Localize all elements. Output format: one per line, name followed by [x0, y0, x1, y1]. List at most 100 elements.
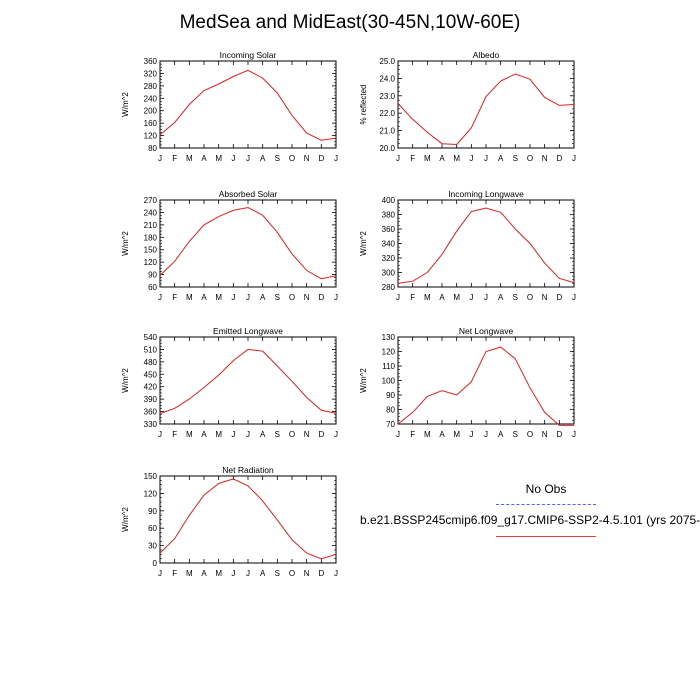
x-tick-label: J [469, 154, 473, 163]
x-tick-label: O [289, 569, 295, 578]
x-tick-label: M [186, 569, 193, 578]
x-tick-label: N [304, 293, 310, 302]
y-tick-label: 22.0 [379, 109, 395, 118]
y-tick-label: 360 [382, 225, 396, 234]
y-tick-label: 100 [382, 377, 396, 386]
x-tick-label: O [527, 154, 533, 163]
x-tick-label: F [410, 430, 415, 439]
y-tick-label: 390 [144, 395, 158, 404]
y-tick-label: 60 [148, 524, 157, 533]
x-tick-label: M [186, 293, 193, 302]
y-tick-label: 200 [144, 107, 158, 116]
page-title: MedSea and MidEast(30-45N,10W-60E) [179, 12, 521, 33]
y-axis-label: W/m^2 [359, 231, 368, 256]
y-tick-label: 240 [144, 94, 158, 103]
x-tick-label: D [318, 154, 324, 163]
x-tick-label: O [527, 293, 533, 302]
y-tick-label: 380 [382, 211, 396, 220]
y-tick-label: 25.0 [379, 57, 395, 66]
x-tick-label: A [201, 293, 207, 302]
panel-title: Emitted Longwave [213, 326, 283, 336]
y-tick-label: 240 [144, 208, 158, 217]
x-tick-label: A [498, 154, 504, 163]
x-tick-label: F [172, 293, 177, 302]
x-tick-label: S [513, 293, 518, 302]
x-tick-label: F [410, 293, 415, 302]
x-tick-label: M [215, 154, 222, 163]
x-tick-label: M [453, 430, 460, 439]
y-tick-label: 150 [144, 246, 158, 255]
y-tick-label: 120 [382, 348, 396, 357]
x-tick-label: D [556, 430, 562, 439]
x-tick-label: F [172, 430, 177, 439]
x-tick-label: D [318, 430, 324, 439]
x-tick-label: S [275, 569, 280, 578]
y-tick-label: 120 [144, 489, 158, 498]
legend-case-line [496, 536, 596, 537]
model-series-line [397, 73, 575, 146]
x-tick-label: O [289, 293, 295, 302]
legend-case-label: b.e21.BSSP245cmip6.f09_g17.CMIP6-SSP2-4.… [360, 513, 700, 527]
legend-obs-line [496, 504, 596, 505]
y-tick-label: 150 [144, 472, 158, 481]
y-tick-label: 450 [144, 370, 158, 379]
x-tick-label: D [318, 293, 324, 302]
y-tick-label: 330 [144, 420, 158, 429]
x-tick-label: M [215, 430, 222, 439]
y-tick-label: 320 [382, 254, 396, 263]
x-tick-label: A [260, 293, 266, 302]
panel-1: Incoming Solar W/m^2 80 120 160 200 240 280 320 3… [121, 50, 338, 163]
y-axis-label: W/m^2 [359, 368, 368, 393]
y-axis-label: W/m^2 [121, 231, 130, 256]
x-tick-label: A [498, 293, 504, 302]
model-series-line [159, 348, 337, 415]
y-tick-label: 80 [386, 406, 395, 415]
panel-5: Emitted Longwave W/m^2 330 360 390 420 450 480 5… [121, 326, 338, 439]
x-tick-label: J [246, 569, 250, 578]
y-tick-label: 340 [382, 240, 396, 249]
x-tick-label: A [260, 569, 266, 578]
x-tick-label: J [334, 430, 338, 439]
x-tick-label: J [334, 154, 338, 163]
y-tick-label: 130 [382, 333, 396, 342]
x-tick-label: S [275, 293, 280, 302]
panel-4: Incoming Longwave W/m^2 280 300 320 340 360 380… [359, 189, 576, 302]
x-tick-label: A [439, 293, 445, 302]
x-tick-label: J [484, 154, 488, 163]
y-tick-label: 420 [144, 383, 158, 392]
x-tick-label: S [275, 430, 280, 439]
y-tick-label: 210 [144, 221, 158, 230]
panel-3: Absorbed Solar W/m^2 60 90 120 150 180 210 240 27… [121, 189, 338, 302]
x-tick-label: F [172, 154, 177, 163]
panel-title: Net Longwave [459, 326, 514, 336]
y-tick-label: 60 [148, 283, 157, 292]
plot-frame [159, 336, 337, 425]
x-tick-label: J [158, 430, 162, 439]
plot-frame [397, 60, 575, 149]
x-tick-label: J [572, 293, 576, 302]
x-tick-label: J [484, 430, 488, 439]
panel-title: Absorbed Solar [219, 189, 278, 199]
y-tick-label: 360 [144, 408, 158, 417]
x-tick-label: A [201, 430, 207, 439]
panel-title: Incoming Solar [220, 50, 277, 60]
x-tick-label: J [469, 430, 473, 439]
y-tick-label: 300 [382, 269, 396, 278]
plot-frame [159, 199, 337, 288]
x-tick-label: M [215, 569, 222, 578]
x-tick-label: M [215, 293, 222, 302]
x-tick-label: M [424, 430, 431, 439]
x-tick-label: A [260, 430, 266, 439]
x-tick-label: J [158, 154, 162, 163]
x-tick-label: M [424, 154, 431, 163]
y-tick-label: 180 [144, 233, 158, 242]
x-tick-label: M [186, 154, 193, 163]
x-tick-label: J [158, 293, 162, 302]
y-tick-label: 120 [144, 132, 158, 141]
model-series-line [159, 478, 337, 560]
panel-title: Albedo [473, 50, 500, 60]
y-tick-label: 80 [148, 144, 157, 153]
x-tick-label: D [556, 293, 562, 302]
x-tick-label: A [201, 154, 207, 163]
